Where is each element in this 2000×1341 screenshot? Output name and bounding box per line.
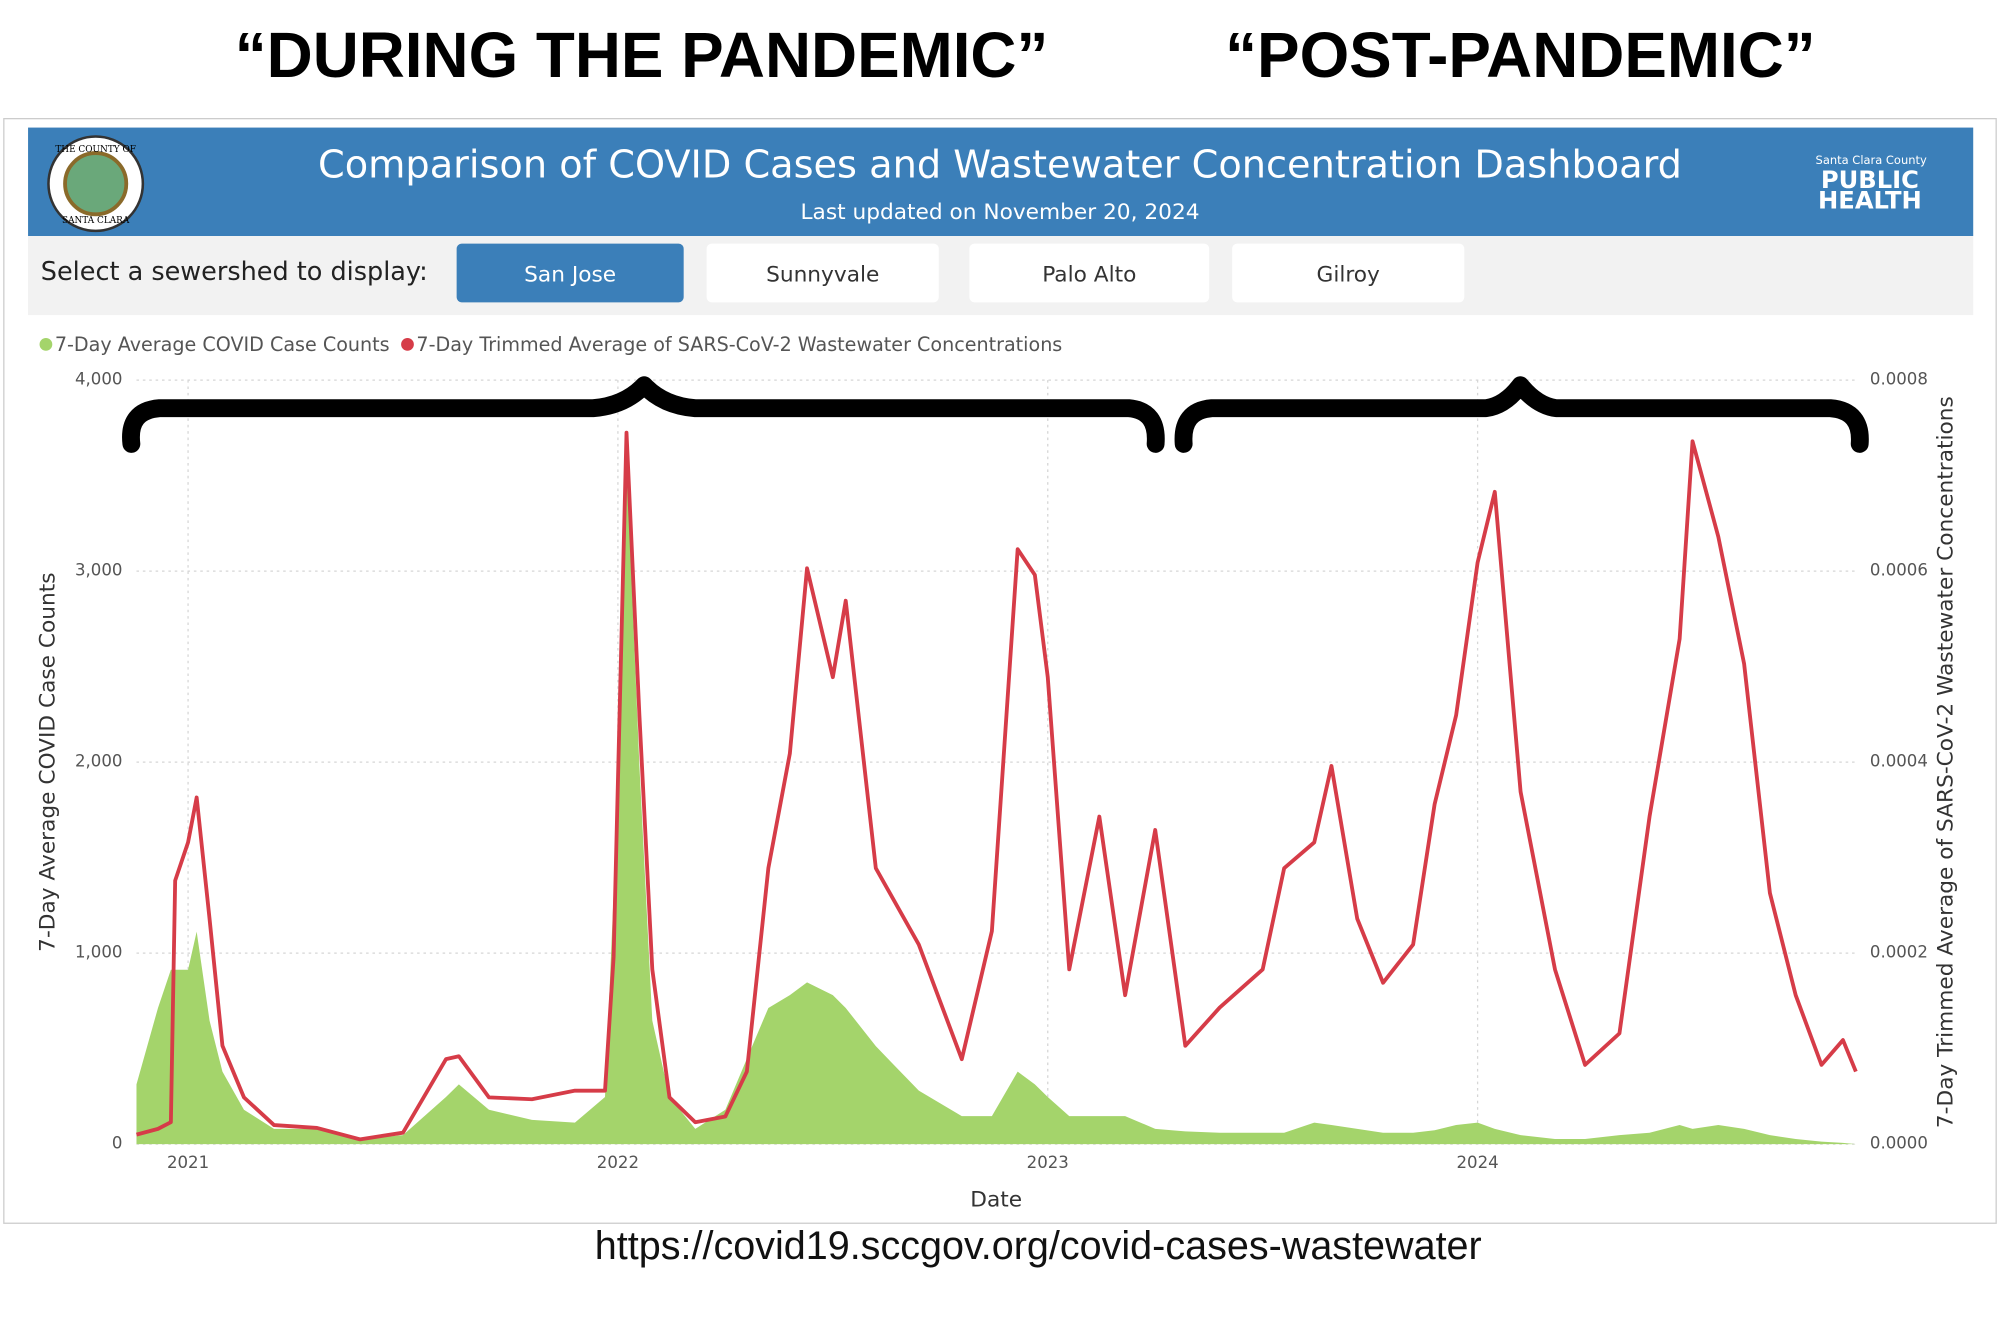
seal-text: SANTA CLARA xyxy=(62,216,130,226)
header-bar xyxy=(28,127,1974,236)
y2-tick-label: 0.0006 xyxy=(1870,561,1928,580)
sewershed-label: Sunnyvale xyxy=(766,263,879,288)
x-tick-label: 2021 xyxy=(167,1153,209,1172)
source-url: https://covid19.sccgov.org/covid-cases-w… xyxy=(595,1224,1482,1268)
y-tick-label: 3,000 xyxy=(75,561,122,580)
x-axis-title: Date xyxy=(970,1187,1022,1212)
seal-text: THE COUNTY OF xyxy=(55,145,136,155)
y2-tick-label: 0.0000 xyxy=(1870,1134,1928,1153)
sewershed-button[interactable] xyxy=(456,243,684,303)
y2-tick-label: 0.0004 xyxy=(1870,752,1928,771)
sewershed-label: Gilroy xyxy=(1317,263,1381,288)
x-tick-label: 2023 xyxy=(1027,1153,1069,1172)
sewershed-button[interactable] xyxy=(1232,243,1465,303)
y2-tick-label: 0.0002 xyxy=(1870,943,1928,962)
selector-label: Select a sewershed to display: xyxy=(41,257,428,287)
button-group: San Jose Sunnyvale Palo Alto Gilroy xyxy=(456,243,1465,303)
x-tick-label: 2022 xyxy=(597,1153,639,1172)
line xyxy=(135,430,1858,1142)
logo-text: Santa Clara County xyxy=(1816,153,1927,167)
logo-text: PUBLIC xyxy=(1821,166,1919,194)
annotation-left: “DURING THE PANDEMIC” xyxy=(235,19,1049,91)
legend-marker xyxy=(39,338,53,351)
y-tick-label: 1,000 xyxy=(75,943,122,962)
brace-left xyxy=(122,376,1165,453)
y-axis-title: 7-Day Average COVID Case Counts xyxy=(35,572,60,951)
sewershed-button[interactable] xyxy=(706,243,939,303)
y-tick-label: 4,000 xyxy=(75,370,122,389)
logo-text: HEALTH xyxy=(1818,187,1922,215)
dashboard-subtitle: Last updated on November 20, 2024 xyxy=(800,200,1199,225)
county-seal: THE COUNTY OF SANTA CLARA xyxy=(47,135,145,233)
sewershed-label: San Jose xyxy=(524,263,616,288)
brace-right xyxy=(1174,376,1869,453)
y2-axis-title: 7-Day Trimmed Average of SARS-CoV-2 Wast… xyxy=(1933,396,1958,1128)
y-tick-label: 2,000 xyxy=(75,752,122,771)
x-tick-label: 2024 xyxy=(1457,1153,1499,1172)
logo: Santa Clara County PUBLIC HEALTH xyxy=(1816,153,1927,214)
y2-tick-label: 0.0008 xyxy=(1870,370,1928,389)
legend-label: 7-Day Average COVID Case Counts xyxy=(55,333,390,356)
legend-label: 7-Day Trimmed Average of SARS-CoV-2 Wast… xyxy=(416,333,1062,356)
dashboard-title: Comparison of COVID Cases and Wastewater… xyxy=(318,143,1682,188)
annotation-right: “POST-PANDEMIC” xyxy=(1225,19,1815,91)
y-tick-label: 0 xyxy=(112,1134,123,1153)
sewershed-button[interactable] xyxy=(969,243,1210,303)
sewershed-label: Palo Alto xyxy=(1042,263,1136,288)
legend-marker xyxy=(401,338,414,351)
